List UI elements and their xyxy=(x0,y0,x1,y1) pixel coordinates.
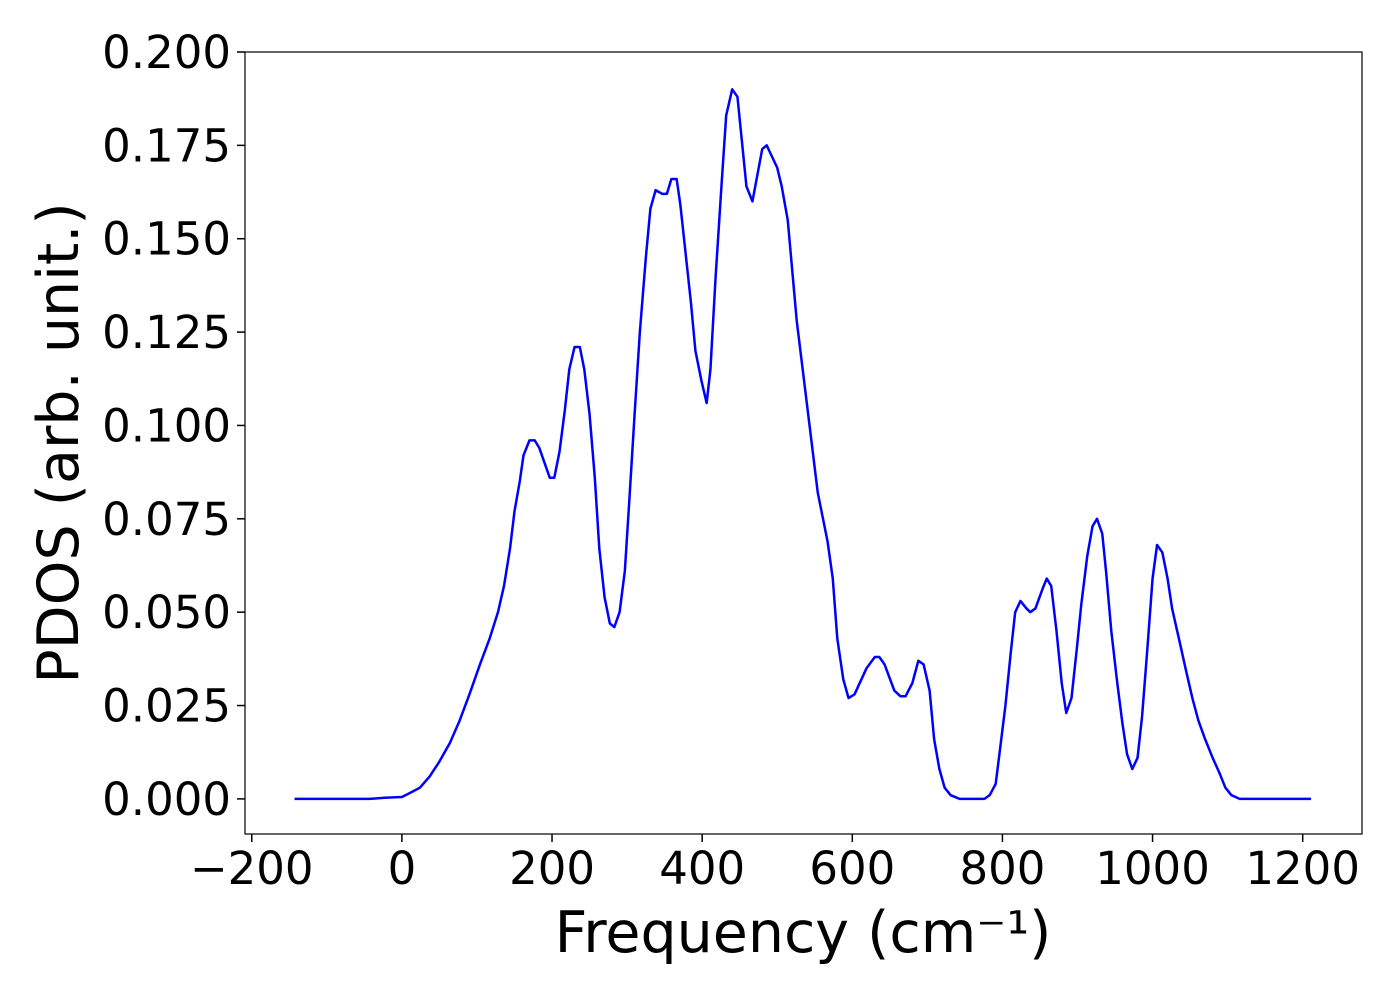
x-axis-label: Frequency (cm⁻¹) xyxy=(555,900,1052,966)
x-tick-label: 1000 xyxy=(1095,842,1210,895)
x-tick-label: −200 xyxy=(190,842,314,895)
x-tick-label: 1200 xyxy=(1245,842,1360,895)
data-line xyxy=(294,88,1311,801)
x-tick-label: 0 xyxy=(388,842,417,895)
x-tick-label: 400 xyxy=(659,842,745,895)
plot-frame xyxy=(244,51,1363,835)
y-tick-label: 0.150 xyxy=(102,213,231,266)
x-tick-label: 200 xyxy=(509,842,595,895)
y-axis-label: PDOS (arb. unit.) xyxy=(26,202,92,683)
y-tick-label: 0.000 xyxy=(102,773,231,826)
y-tick-label: 0.025 xyxy=(102,680,231,733)
y-tick-label: 0.200 xyxy=(102,26,231,79)
x-tick-label: 600 xyxy=(809,842,895,895)
y-tick-label: 0.100 xyxy=(102,399,231,452)
x-tick-label: 800 xyxy=(959,842,1045,895)
y-tick-label: 0.175 xyxy=(102,119,231,172)
y-tick-label: 0.075 xyxy=(102,493,231,546)
y-tick-label: 0.125 xyxy=(102,306,231,359)
y-tick-label: 0.050 xyxy=(102,586,231,639)
